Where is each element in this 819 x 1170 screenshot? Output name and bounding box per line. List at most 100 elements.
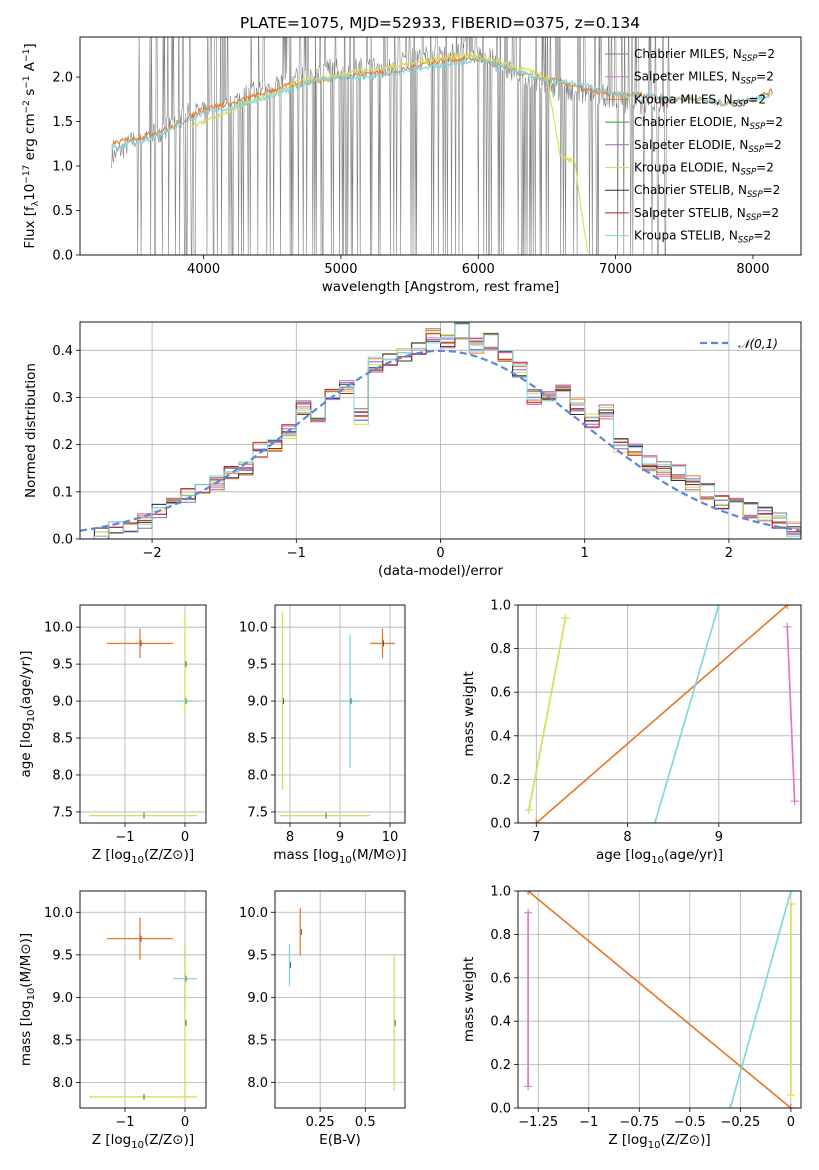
spectrum-panel: 4000 5000 6000 7000 8000 0.0 0.5 1.0 1.5 2.0 wavel…	[22, 36, 802, 295]
label-subscript: 10	[648, 1140, 661, 1151]
y-tick-label: 0.2	[490, 1058, 511, 1073]
legend-text: Salpeter STELIB, N	[634, 206, 746, 220]
mass-weight-marker	[524, 908, 533, 917]
legend-text: =2	[754, 229, 772, 243]
x-tick-label: 2	[725, 546, 733, 561]
y-tick-label: 0.2	[52, 438, 73, 453]
legend-subscript: SSP	[741, 168, 757, 178]
y-tick-label: 8.5	[52, 1033, 73, 1048]
x-tick-label: 0	[181, 830, 189, 845]
legend-entry: Kroupa ELODIE, NSSP=2	[634, 161, 774, 178]
legend-text: =2	[761, 206, 779, 220]
legend-text: Salpeter MILES, N	[634, 70, 741, 84]
x-tick-label: −1	[115, 830, 134, 845]
label-part: λ	[31, 200, 41, 206]
legend-entry: Salpeter STELIB, NSSP=2	[634, 206, 779, 223]
legend-subscript: SSP	[746, 213, 762, 223]
y-tick-label: 10.0	[239, 906, 268, 921]
legend-text: Chabrier ELODIE, N	[634, 115, 750, 129]
y-tick-label: 8.5	[52, 732, 73, 747]
x-tick-label: 9	[715, 830, 723, 845]
y-axis-label: Normed distribution	[23, 363, 39, 498]
legend-text: =2	[765, 115, 783, 129]
y-tick-label: 0.6	[490, 971, 511, 986]
normal-distribution-curve	[80, 349, 801, 532]
label-part: −2	[22, 100, 32, 113]
x-tick-label: 8	[286, 830, 294, 845]
mass-weight-line	[528, 617, 567, 811]
y-tick-label: 8.0	[247, 1076, 268, 1091]
label-part: mass [	[18, 1021, 34, 1066]
residual-histogram-step	[80, 323, 801, 539]
label-part: log	[111, 847, 132, 863]
legend-entry: Chabrier MILES, NSSP=2	[634, 47, 775, 64]
y-tick-label: 9.5	[247, 658, 268, 673]
label-part: A	[22, 61, 38, 75]
y-tick-label: 1.5	[52, 115, 73, 130]
mass-weight-marker	[786, 1090, 795, 1099]
x-tick-label: −2	[143, 546, 162, 561]
legend-text: Kroupa STELIB, N	[634, 229, 738, 243]
mass-weight-marker	[783, 622, 792, 631]
y-tick-label: 10.0	[239, 621, 268, 636]
y-tick-label: 0.0	[490, 817, 511, 832]
mass-weight-line	[535, 605, 788, 823]
y-tick-label: 0.2	[490, 773, 511, 788]
x-axis-label: age [log10(age/yr)]	[596, 847, 723, 866]
label-part: log	[627, 1132, 648, 1148]
label-part: age [	[18, 743, 34, 778]
axes-frame	[517, 890, 802, 1109]
axes-frame	[274, 604, 406, 824]
y-tick-label: 0.3	[52, 391, 73, 406]
x-tick-label: 0	[787, 1115, 795, 1130]
x-tick-label: 8000	[736, 262, 769, 277]
legend-text: Kroupa ELODIE, N	[634, 161, 741, 175]
label-part: Z [	[92, 1132, 111, 1148]
mass-weight-line	[527, 891, 792, 1108]
legend-text: =2	[763, 183, 781, 197]
legend-subscript: SSP	[747, 190, 763, 200]
weight-vs-age-panel: 7 8 9 0.0 0.2 0.4 0.6 0.8 1.0 age [log10(age/yr)]…	[461, 599, 802, 866]
mass-weight-marker	[790, 797, 799, 806]
x-tick-label: −0.5	[674, 1115, 706, 1130]
legend-entry: Chabrier ELODIE, NSSP=2	[634, 115, 783, 132]
x-tick-label: 7000	[599, 262, 632, 277]
mass-weight-marker	[786, 1104, 795, 1108]
legend-text: =2	[757, 47, 775, 61]
y-axis-label: mass weight	[461, 957, 477, 1042]
x-tick-label: −1	[579, 1115, 598, 1130]
x-axis-label: wavelength [Angstrom, rest frame]	[322, 279, 560, 295]
y-tick-label: 9.0	[52, 695, 73, 710]
legend-subscript: SSP	[750, 122, 766, 132]
x-tick-label: 0.5	[355, 1115, 376, 1130]
axes-frame	[79, 604, 207, 824]
label-part: age [	[596, 847, 631, 863]
y-tick-label: 0.4	[490, 729, 511, 744]
legend-text: Salpeter ELODIE, N	[634, 138, 748, 152]
legend-subscript: SSP	[733, 99, 749, 109]
label-part: Flux [f	[22, 205, 38, 249]
label-part: −1	[22, 49, 32, 62]
y-tick-label: 0.0	[490, 1102, 511, 1117]
y-axis-label: mass weight	[461, 671, 477, 756]
y-tick-label: 8.0	[247, 768, 268, 783]
y-tick-label: 0.0	[52, 249, 73, 264]
y-tick-label: 0.4	[490, 1015, 511, 1030]
x-tick-label: −1.25	[518, 1115, 558, 1130]
mass-weight-marker	[532, 819, 541, 823]
y-tick-label: 7.5	[52, 805, 73, 820]
label-part: (M/M⊙)]	[18, 933, 34, 988]
x-axis-label: (data-model)/error	[378, 563, 504, 579]
residuals-panel: −2 −1 0 1 2 0.0 0.1 0.2 0.3 0.4 (data-model)/error…	[23, 321, 802, 579]
y-tick-label: 9.0	[247, 991, 268, 1006]
legend-text: =2	[764, 138, 782, 152]
mass-vs-metallicity-panel: −1 08.08.59.09.510.0Z [log10(Z/Z⊙)]mass […	[18, 890, 207, 1151]
label-part: −1	[22, 75, 32, 88]
y-tick-label: 0.1	[52, 485, 73, 500]
y-tick-label: 7.5	[247, 805, 268, 820]
label-part: Z [	[92, 847, 111, 863]
x-tick-label: 10	[382, 830, 399, 845]
x-tick-label: 6000	[462, 262, 495, 277]
